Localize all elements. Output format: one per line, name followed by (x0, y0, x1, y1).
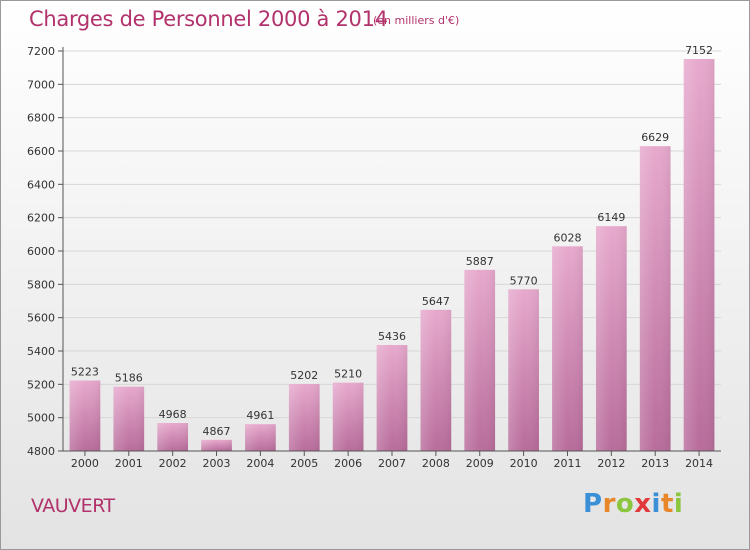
proxiti-logo: Proxiti (583, 489, 683, 519)
bar-shine (464, 269, 496, 451)
bar-shine (376, 345, 408, 451)
x-tick-label: 2003 (203, 457, 231, 470)
data-label: 6629 (641, 131, 669, 144)
data-label: 6149 (597, 211, 625, 224)
y-tick-label: 6800 (27, 112, 55, 125)
bars: 5223 5186 4968 4867 4961 5202 5210 5436 5647 5887… (69, 44, 715, 451)
x-tick-label: 2001 (115, 457, 143, 470)
x-tick-label: 2010 (510, 457, 538, 470)
x-tick-label: 2009 (466, 457, 494, 470)
bar-shine (552, 246, 583, 451)
y-tick-label: 5600 (27, 312, 55, 325)
logo-letter: i (673, 489, 684, 519)
y-tick-label: 6600 (27, 145, 55, 158)
bar-shine (595, 226, 627, 451)
logo-letter: P (583, 489, 603, 519)
x-tick-label: 2014 (685, 457, 713, 470)
data-label: 5202 (290, 369, 318, 382)
bar-shine (201, 439, 232, 451)
logo-letter: i (651, 489, 661, 519)
data-label: 7152 (685, 44, 713, 57)
data-label: 5436 (378, 330, 406, 343)
bar-shine (639, 146, 671, 451)
x-tick-label: 2004 (246, 457, 274, 470)
x-tick-label: 2013 (641, 457, 669, 470)
y-tick-label: 7000 (27, 78, 55, 91)
commune-name: VAUVERT (31, 495, 115, 517)
bar-shine (288, 384, 320, 451)
data-label: 4968 (159, 408, 187, 421)
bar-shine (332, 382, 364, 451)
y-tick-label: 7200 (27, 45, 55, 58)
y-tick-label: 6400 (27, 178, 55, 191)
data-label: 5186 (115, 372, 143, 385)
logo-letter: r (602, 489, 616, 519)
y-tick-label: 5400 (27, 345, 55, 358)
bar-shine (113, 386, 145, 451)
axes: 4800 5000 5200 5400 5600 5800 6000 6200 6400 6600… (27, 45, 721, 470)
data-label: 5223 (71, 366, 99, 379)
data-label: 4961 (246, 409, 274, 422)
data-label: 5770 (510, 274, 538, 287)
data-label: 4867 (203, 425, 231, 438)
y-tick-label: 5000 (27, 412, 55, 425)
x-tick-label: 2005 (290, 457, 318, 470)
y-tick-label: 6000 (27, 245, 55, 258)
logo-letter: x (634, 489, 652, 519)
x-tick-label: 2006 (334, 457, 362, 470)
bar-shine (245, 424, 276, 451)
bar-shine (157, 423, 189, 451)
data-label: 5887 (466, 255, 494, 268)
bar-shine (508, 289, 539, 451)
x-tick-label: 2000 (71, 457, 99, 470)
x-tick-label: 2011 (553, 457, 581, 470)
bar-shine (69, 380, 101, 451)
chart-subtitle: (en milliers d'€) (373, 14, 460, 27)
logo-letter: o (615, 489, 635, 519)
y-tick-label: 6200 (27, 212, 55, 225)
y-tick-label: 5200 (27, 378, 55, 391)
bar-shine (420, 309, 452, 451)
x-tick-label: 2007 (378, 457, 406, 470)
x-tick-label: 2008 (422, 457, 450, 470)
data-label: 5210 (334, 368, 362, 381)
bar-shine (683, 59, 715, 451)
y-tick-label: 4800 (27, 445, 55, 458)
chart-title: Charges de Personnel 2000 à 2014 (29, 7, 388, 31)
x-tick-label: 2002 (159, 457, 187, 470)
y-tick-label: 5800 (27, 278, 55, 291)
x-tick-label: 2012 (597, 457, 625, 470)
data-label: 6028 (553, 231, 581, 244)
data-label: 5647 (422, 295, 450, 308)
logo-letter: t (660, 489, 674, 519)
